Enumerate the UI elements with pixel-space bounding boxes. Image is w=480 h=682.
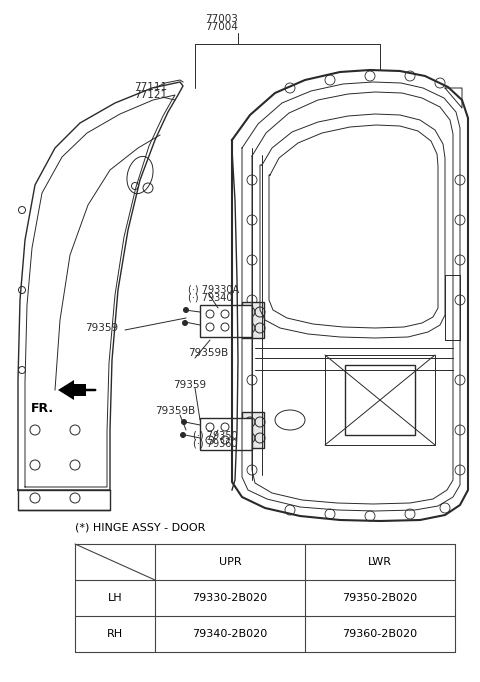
Text: 77004: 77004: [205, 22, 239, 32]
Text: 79360-2B020: 79360-2B020: [342, 629, 418, 639]
Text: (·) 79350: (·) 79350: [193, 430, 238, 440]
Text: (·) 79360: (·) 79360: [193, 439, 238, 449]
Text: LWR: LWR: [368, 557, 392, 567]
Text: 79359: 79359: [85, 323, 118, 333]
Text: UPR: UPR: [219, 557, 241, 567]
Circle shape: [182, 321, 188, 325]
Polygon shape: [58, 380, 74, 400]
Bar: [200, 418, 252, 450]
Circle shape: [181, 419, 187, 424]
Text: 77003: 77003: [205, 14, 239, 24]
Text: 79350-2B020: 79350-2B020: [342, 593, 418, 603]
Text: 79359B: 79359B: [155, 406, 195, 416]
Text: (*) HINGE ASSY - DOOR: (*) HINGE ASSY - DOOR: [75, 522, 205, 532]
Polygon shape: [70, 384, 86, 396]
Bar: [242, 302, 264, 338]
Text: 79359B: 79359B: [188, 348, 228, 358]
Text: 77121: 77121: [134, 90, 167, 100]
Circle shape: [183, 308, 189, 312]
Text: RH: RH: [107, 629, 123, 639]
Text: (·) 79340: (·) 79340: [188, 293, 232, 303]
Bar: [200, 305, 252, 337]
Bar: [242, 412, 264, 448]
Text: 77111: 77111: [134, 82, 167, 92]
Circle shape: [180, 432, 185, 437]
Bar: [325, 355, 435, 445]
Text: FR.: FR.: [31, 402, 54, 415]
Text: (·) 79330A: (·) 79330A: [188, 284, 239, 294]
Text: LH: LH: [108, 593, 122, 603]
Text: 79359: 79359: [173, 380, 206, 390]
Text: 79340-2B020: 79340-2B020: [192, 629, 268, 639]
Text: 79330-2B020: 79330-2B020: [192, 593, 267, 603]
Bar: [345, 365, 415, 435]
